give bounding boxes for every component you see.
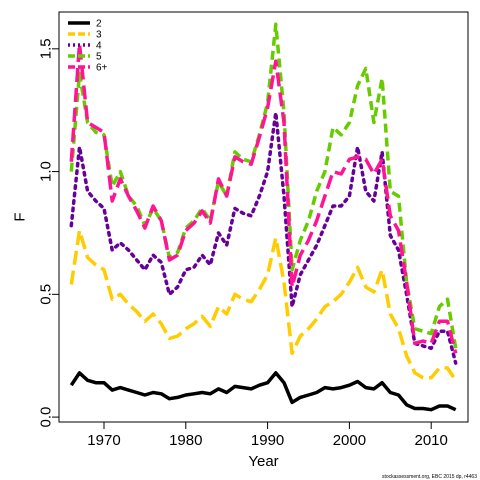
series-line-2 xyxy=(69,228,458,382)
y-tick-label: 1.5 xyxy=(38,38,55,59)
series-line-3 xyxy=(69,110,458,365)
series-line-1 xyxy=(69,371,457,412)
series-line-4 xyxy=(69,22,458,349)
series-line-5 xyxy=(69,42,458,354)
x-axis: 1970 1980 1990 2000 2010 xyxy=(87,421,448,449)
x-tick-label: 2010 xyxy=(415,432,448,449)
legend-label: 6+ xyxy=(96,63,108,74)
plot-frame xyxy=(58,11,469,423)
x-tick-label: 1990 xyxy=(251,432,284,449)
legend-label: 3 xyxy=(96,30,102,41)
y-tick-label: 1.0 xyxy=(38,161,55,182)
legend-label: 5 xyxy=(96,52,102,63)
legend-label: 4 xyxy=(96,41,102,52)
y-tick-label: 0.0 xyxy=(38,407,55,428)
credit-text: stockassessment.org, EBC 2015 dp, r4463 xyxy=(382,474,477,480)
y-axis: 0.0 0.5 1.0 1.5 xyxy=(38,38,60,428)
x-tick-label: 1970 xyxy=(87,432,120,449)
y-axis-title: F xyxy=(12,212,29,221)
y-tick-label: 0.5 xyxy=(38,284,55,305)
x-tick-label: 2000 xyxy=(333,432,366,449)
legend-label: 2 xyxy=(96,19,102,30)
x-tick-label: 1980 xyxy=(169,432,202,449)
x-axis-title: Year xyxy=(248,453,278,470)
series-lines xyxy=(69,22,458,412)
